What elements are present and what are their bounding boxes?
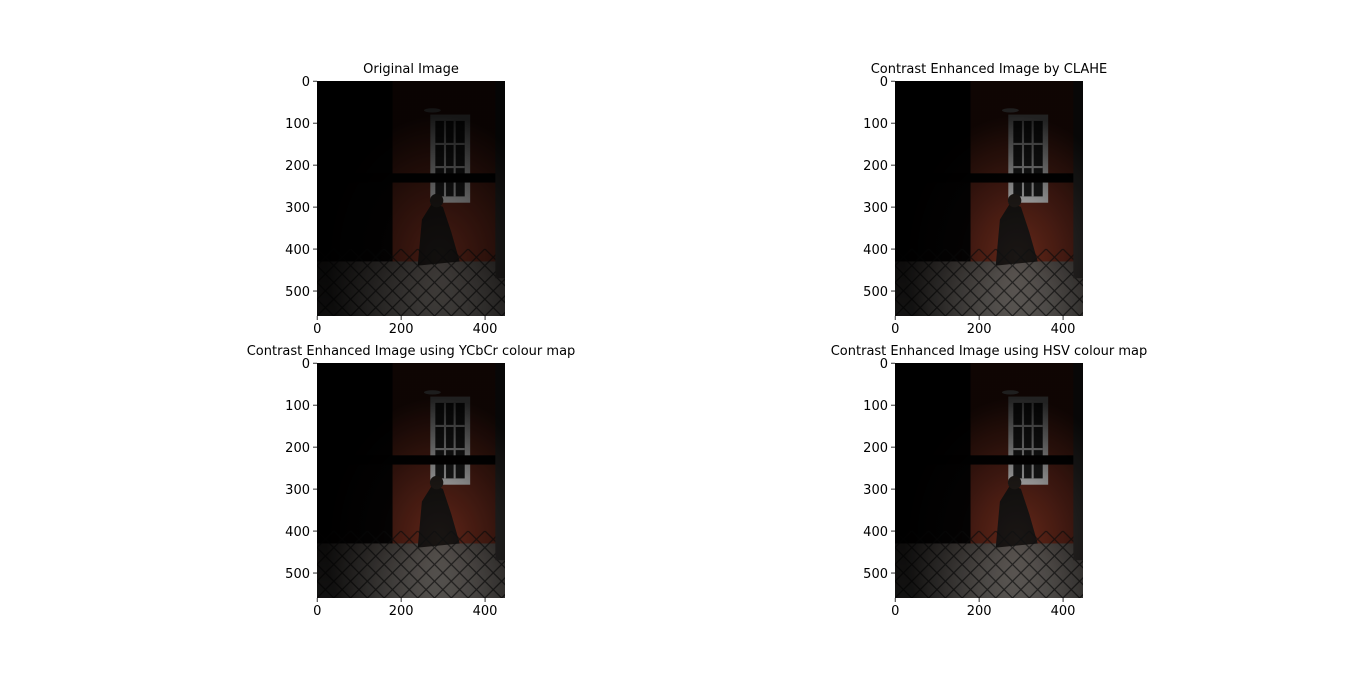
y-tick-label: 200 xyxy=(285,159,310,174)
y-tick-label: 400 xyxy=(863,243,888,258)
y-tick-label: 500 xyxy=(285,285,310,300)
y-tick-label: 300 xyxy=(863,483,888,498)
y-tick-label: 100 xyxy=(863,117,888,132)
x-tick-label: 0 xyxy=(891,604,899,619)
subplot-title: Contrast Enhanced Image using YCbCr colo… xyxy=(247,344,576,359)
subplot: Contrast Enhanced Image using HSV colour… xyxy=(831,344,1148,619)
y-tick-label: 0 xyxy=(880,357,888,372)
y-tick-label: 0 xyxy=(302,75,310,90)
y-tick-label: 300 xyxy=(285,201,310,216)
subplot-title: Original Image xyxy=(363,62,459,77)
x-tick-label: 400 xyxy=(473,322,498,337)
image-shade xyxy=(317,363,505,598)
x-tick-label: 0 xyxy=(891,322,899,337)
x-tick-label: 200 xyxy=(389,604,414,619)
y-tick-label: 200 xyxy=(863,159,888,174)
y-tick-label: 300 xyxy=(863,201,888,216)
y-tick-label: 100 xyxy=(285,399,310,414)
y-tick-label: 0 xyxy=(302,357,310,372)
y-tick-label: 200 xyxy=(285,441,310,456)
subplot-title: Contrast Enhanced Image using HSV colour… xyxy=(831,344,1148,359)
image-shade xyxy=(895,81,1083,316)
subplot: Contrast Enhanced Image using YCbCr colo… xyxy=(247,344,576,619)
y-tick-label: 500 xyxy=(863,567,888,582)
y-tick-label: 500 xyxy=(863,285,888,300)
image-shade xyxy=(317,81,505,316)
x-tick-label: 400 xyxy=(1051,322,1076,337)
x-tick-label: 200 xyxy=(389,322,414,337)
image-shade xyxy=(895,363,1083,598)
x-tick-label: 200 xyxy=(967,322,992,337)
y-tick-label: 100 xyxy=(863,399,888,414)
y-tick-label: 400 xyxy=(285,243,310,258)
y-tick-label: 400 xyxy=(285,525,310,540)
x-tick-label: 400 xyxy=(473,604,498,619)
y-tick-label: 200 xyxy=(863,441,888,456)
x-tick-label: 400 xyxy=(1051,604,1076,619)
y-tick-label: 0 xyxy=(880,75,888,90)
x-tick-label: 0 xyxy=(313,322,321,337)
y-tick-label: 400 xyxy=(863,525,888,540)
subplot: Original Image 0 200 400 0 100 200 300 400 500 xyxy=(285,62,505,337)
y-tick-label: 300 xyxy=(285,483,310,498)
y-tick-label: 500 xyxy=(285,567,310,582)
x-tick-label: 0 xyxy=(313,604,321,619)
subplot-title: Contrast Enhanced Image by CLAHE xyxy=(871,62,1108,77)
x-tick-label: 200 xyxy=(967,604,992,619)
y-tick-label: 100 xyxy=(285,117,310,132)
